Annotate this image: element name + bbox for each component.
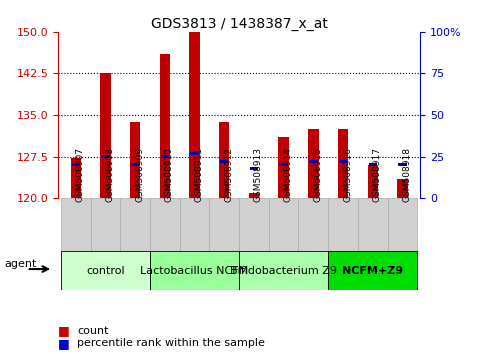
Bar (120, 198, 150, 251)
Bar (219, 122, 229, 198)
Bar (249, 193, 259, 198)
Text: GSM508916: GSM508916 (343, 148, 352, 202)
Bar (239, 251, 328, 290)
Bar (220, 160, 228, 163)
Bar (328, 251, 417, 290)
Bar (210, 198, 239, 251)
Text: percentile rank within the sample: percentile rank within the sample (77, 338, 265, 348)
Bar (189, 32, 200, 198)
Text: count: count (77, 326, 109, 336)
Bar (161, 155, 169, 158)
Text: NCFM+Z9: NCFM+Z9 (342, 266, 403, 276)
Text: GSM508912: GSM508912 (224, 148, 233, 202)
Bar (269, 198, 298, 251)
Bar (61, 198, 91, 251)
Bar (160, 54, 170, 198)
Bar (101, 155, 110, 158)
Bar (150, 198, 180, 251)
Text: GSM508914: GSM508914 (284, 148, 293, 202)
Bar (150, 251, 239, 290)
Bar (250, 167, 258, 170)
Text: GSM508910: GSM508910 (165, 148, 174, 202)
Text: GSM508915: GSM508915 (313, 148, 322, 202)
Text: GSM508918: GSM508918 (402, 148, 412, 202)
Text: GSM508907: GSM508907 (76, 148, 85, 202)
Text: GSM508909: GSM508909 (135, 148, 144, 202)
Text: Bifidobacterium Z9: Bifidobacterium Z9 (230, 266, 337, 276)
Bar (398, 164, 407, 166)
Bar (61, 251, 150, 290)
Bar (180, 198, 210, 251)
Bar (308, 129, 318, 198)
Bar (278, 137, 289, 198)
Text: GSM508911: GSM508911 (195, 148, 203, 202)
Bar (71, 164, 80, 166)
Bar (298, 198, 328, 251)
Bar (309, 160, 317, 163)
Bar (280, 164, 288, 166)
Bar (239, 198, 269, 251)
Text: GSM508913: GSM508913 (254, 148, 263, 202)
Bar (369, 164, 377, 166)
Text: Lactobacillus NCFM: Lactobacillus NCFM (141, 266, 249, 276)
Bar (328, 198, 358, 251)
Text: control: control (86, 266, 125, 276)
Bar (91, 198, 120, 251)
Bar (397, 179, 408, 198)
Text: ■: ■ (58, 337, 70, 350)
Text: agent: agent (5, 259, 37, 269)
Bar (338, 129, 348, 198)
Bar (71, 158, 81, 198)
Bar (387, 198, 417, 251)
Bar (130, 122, 141, 198)
Text: GSM508908: GSM508908 (105, 148, 114, 202)
Bar (131, 164, 139, 166)
Text: GSM508917: GSM508917 (373, 148, 382, 202)
Bar (368, 165, 378, 198)
Title: GDS3813 / 1438387_x_at: GDS3813 / 1438387_x_at (151, 17, 327, 31)
Bar (339, 160, 347, 163)
Bar (358, 198, 387, 251)
Bar (190, 152, 199, 155)
Bar (100, 74, 111, 198)
Text: ■: ■ (58, 325, 70, 337)
